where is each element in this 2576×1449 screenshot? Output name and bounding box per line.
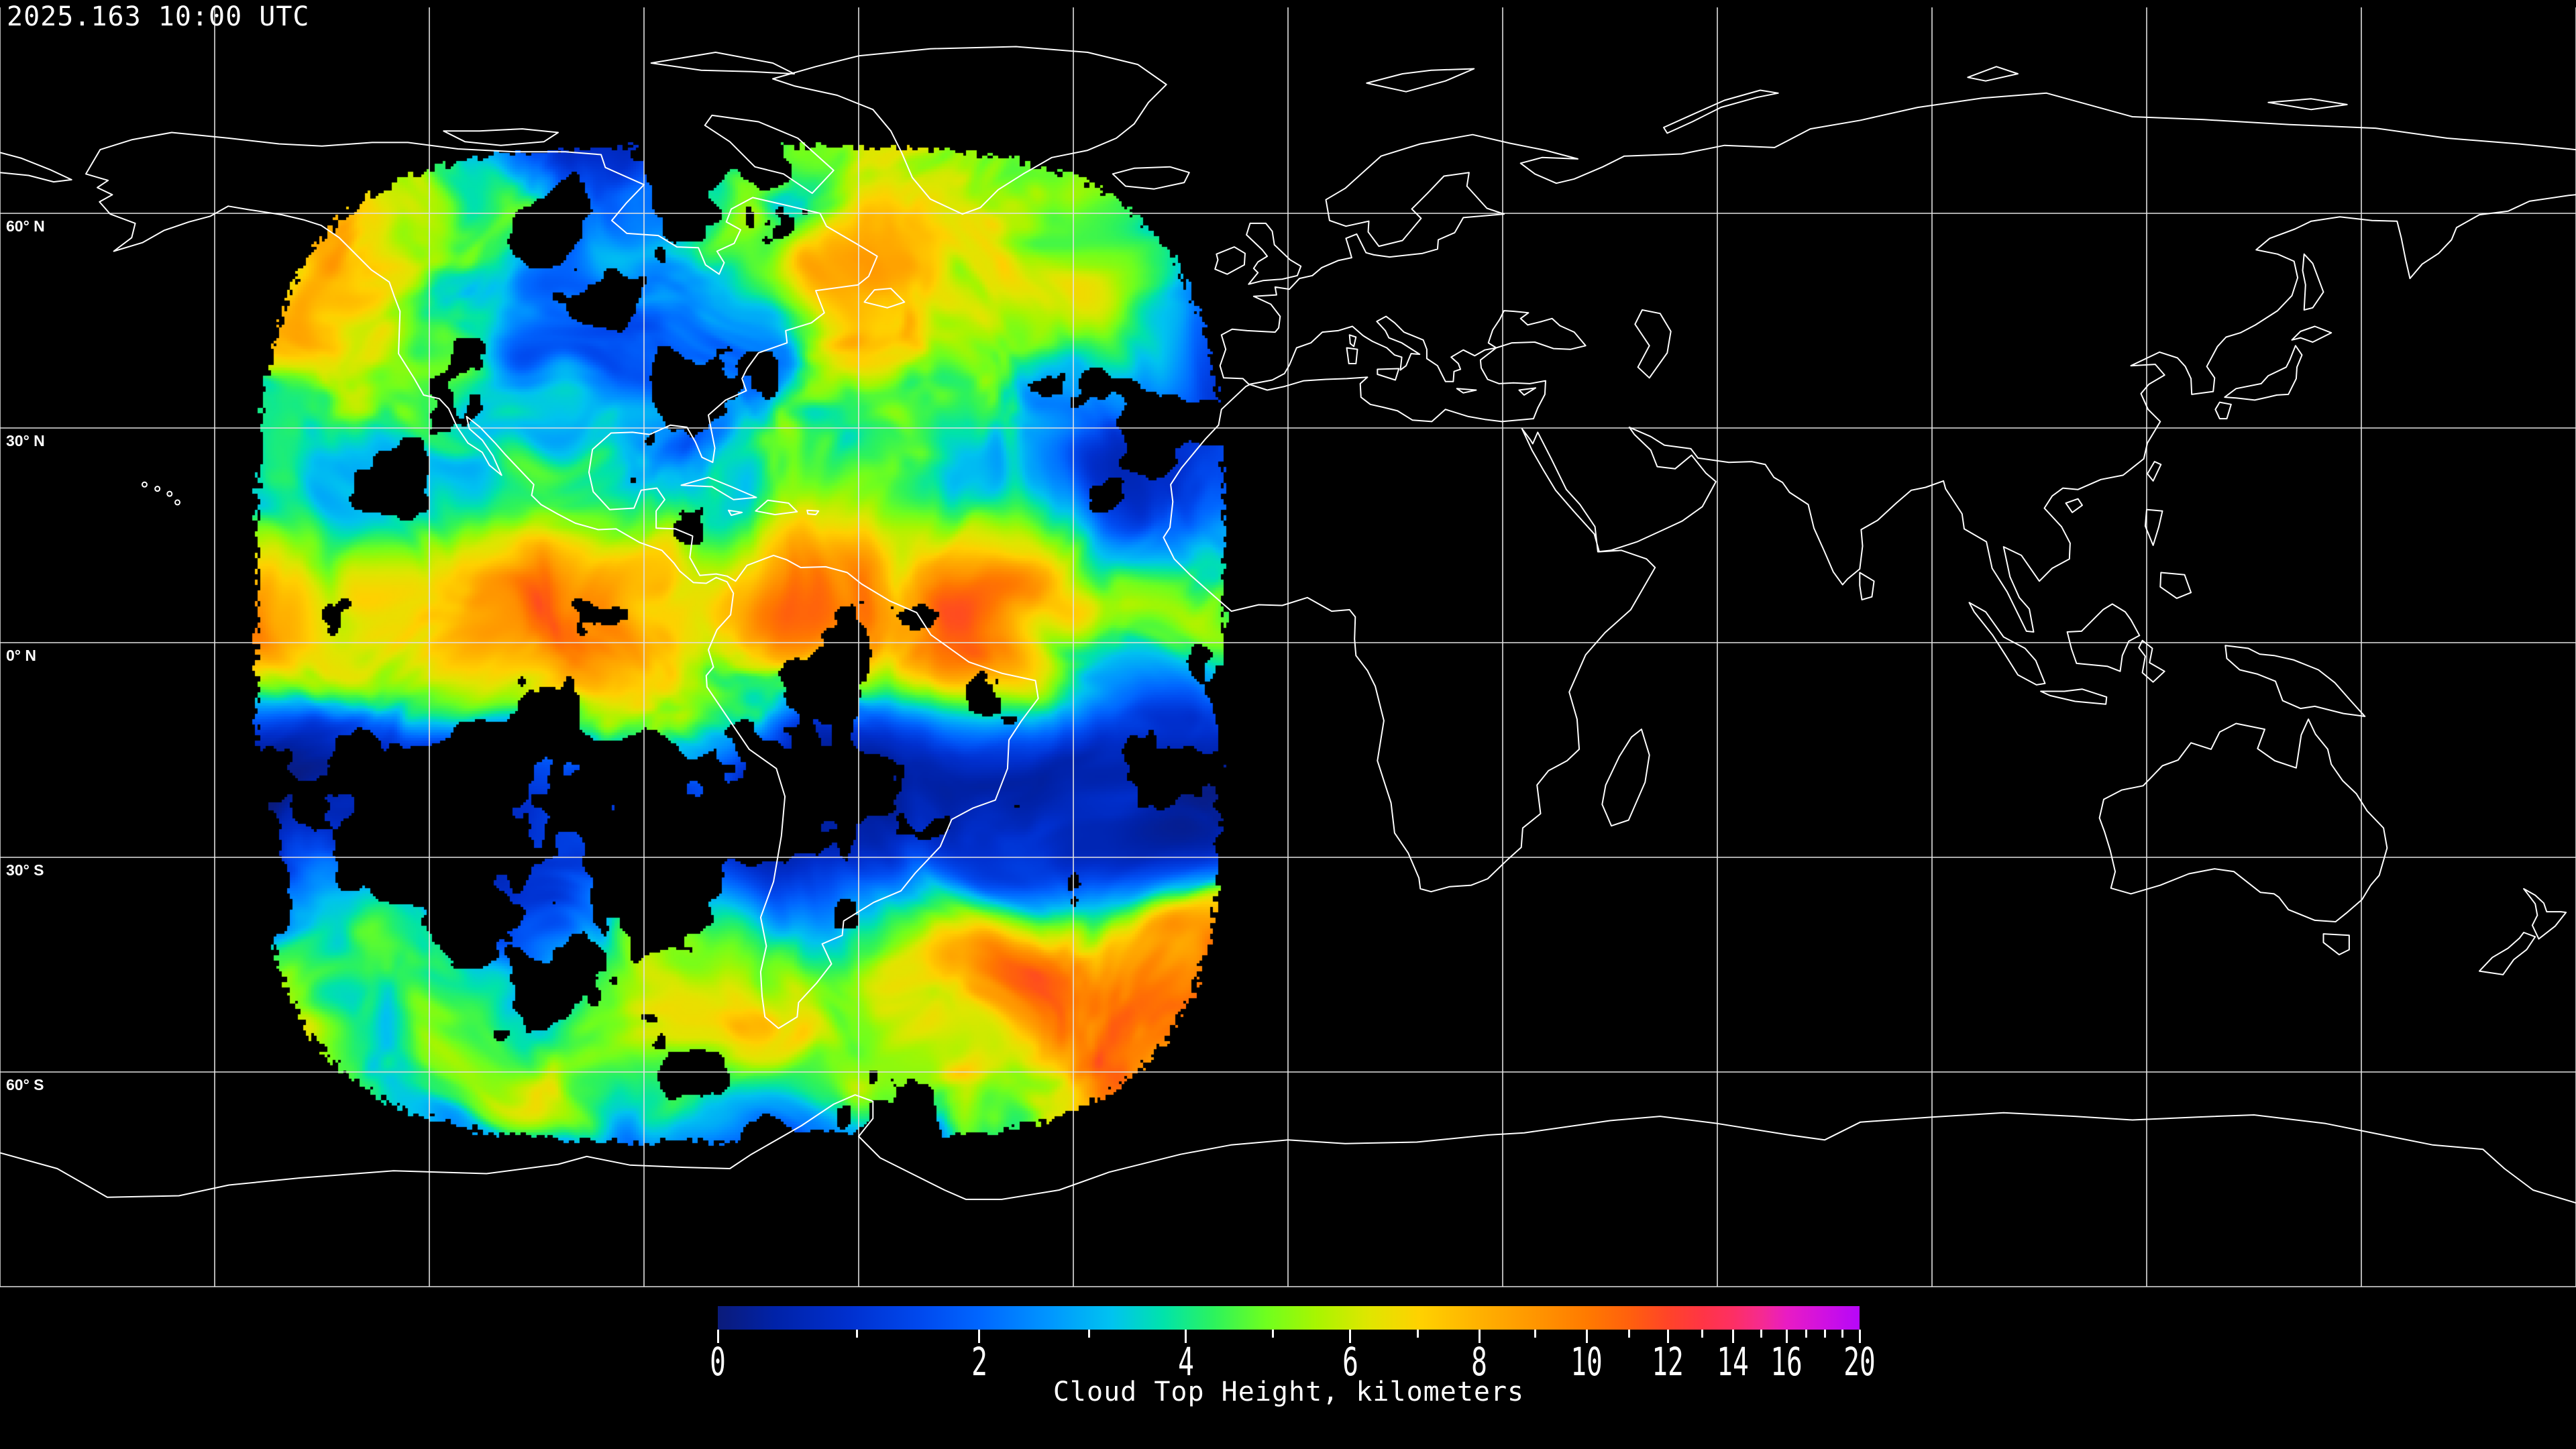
colorbar-minor-tick: [1271, 1330, 1274, 1338]
colorbar-tick-label: 10: [1570, 1339, 1603, 1385]
coastline: [1346, 347, 1358, 364]
colorbar-minor-tick: [1416, 1330, 1419, 1338]
coastline: [772, 46, 1167, 215]
colorbar-major-tick: [1731, 1330, 1734, 1343]
coastline: [2302, 253, 2324, 311]
coastline: [2322, 933, 2350, 956]
coastline: [704, 114, 835, 195]
coastline: [2138, 639, 2165, 683]
colorbar-tick-label: 16: [1770, 1339, 1803, 1385]
coastline: [755, 499, 798, 516]
coastline: [2159, 572, 2192, 599]
coastline: [1456, 388, 1477, 394]
coastline: [1366, 68, 1475, 93]
coastline: [1601, 729, 1650, 827]
colorbar-minor-tick: [1824, 1330, 1827, 1338]
colorbar-tick-label: 2: [971, 1339, 987, 1385]
colorbar-tick-label: 6: [1342, 1339, 1358, 1385]
island-dot: [174, 499, 181, 506]
coastline: [1248, 310, 1587, 423]
island-dot: [166, 490, 173, 497]
timestamp: 2025.163 10:00 UTC: [7, 1, 310, 32]
island-dot: [154, 486, 161, 492]
coastline: [1163, 92, 2576, 893]
coastline: [0, 1094, 2576, 1204]
coastline: [1377, 368, 1400, 381]
coastline: [1967, 66, 2019, 82]
colorbar-caption: Cloud Top Height, kilometers: [1053, 1377, 1525, 1407]
colorbar-minor-tick: [1534, 1330, 1537, 1338]
colorbar-major-tick: [716, 1330, 719, 1343]
colorbar-tick-label: 4: [1177, 1339, 1194, 1385]
colorbar-major-tick: [1349, 1330, 1352, 1343]
coastline: [1518, 387, 1537, 396]
coastline: [1634, 309, 1672, 379]
coastline: [2224, 645, 2366, 717]
latitude-label: 60° S: [6, 1076, 44, 1093]
coastline: [2065, 498, 2083, 513]
colorbar-minor-tick: [856, 1330, 859, 1338]
coastline: [2479, 932, 2536, 975]
colorbar-major-tick: [1185, 1330, 1187, 1343]
coastline: [650, 52, 795, 74]
colorbar-tick-label: 12: [1652, 1339, 1684, 1385]
coastline: [2267, 98, 2348, 111]
coastline: [1112, 166, 1190, 190]
colorbar-major-tick: [1666, 1330, 1669, 1343]
coastline: [0, 152, 72, 183]
colorbar-minor-tick: [1627, 1330, 1630, 1338]
latitude-label: 30° N: [6, 432, 45, 449]
colorbar-major-tick: [1858, 1330, 1861, 1343]
colorbar-tick-label: 8: [1471, 1339, 1488, 1385]
island-dot: [141, 481, 148, 488]
coastline: [1214, 246, 1246, 275]
colorbar-minor-tick: [1760, 1330, 1763, 1338]
colorbar-major-tick: [978, 1330, 981, 1343]
colorbar-major-tick: [1785, 1330, 1788, 1343]
coastline: [2066, 603, 2141, 672]
colorbar-minor-tick: [1701, 1330, 1703, 1338]
coastline: [2523, 888, 2567, 940]
colorbar-minor-tick: [1805, 1330, 1807, 1338]
coastline: [2144, 508, 2163, 546]
latitude-label: 30° S: [6, 861, 44, 879]
coastline: [2098, 718, 2388, 922]
coastline: [85, 131, 1039, 1029]
coastline: [2147, 461, 2162, 482]
colorbar-tick-label: 0: [710, 1339, 726, 1385]
coastline: [2214, 401, 2232, 420]
coastline: [2291, 325, 2332, 343]
colorbar-tick-label: 20: [1843, 1339, 1876, 1385]
colorbar-gradient: [718, 1306, 1860, 1330]
coastline: [863, 288, 906, 309]
colorbar-minor-tick: [1841, 1330, 1843, 1338]
colorbar-major-tick: [1585, 1330, 1588, 1343]
coastline: [1968, 602, 2046, 686]
coastline: [1859, 572, 1875, 600]
coastline: [443, 128, 559, 146]
coastline: [680, 476, 757, 500]
coastline: [1663, 89, 1779, 134]
coastline: [806, 509, 820, 516]
colorbar-minor-tick: [1087, 1330, 1090, 1338]
coastline: [727, 509, 743, 517]
colorbar-tick-label: 14: [1717, 1339, 1749, 1385]
coastline: [1246, 222, 1302, 285]
latitude-label: 0° N: [6, 647, 36, 664]
coastline: [1348, 334, 1357, 347]
colorbar-major-tick: [1478, 1330, 1481, 1343]
coastline: [2224, 345, 2303, 401]
coastline: [2040, 688, 2108, 705]
latitude-label: 60° N: [6, 217, 45, 235]
